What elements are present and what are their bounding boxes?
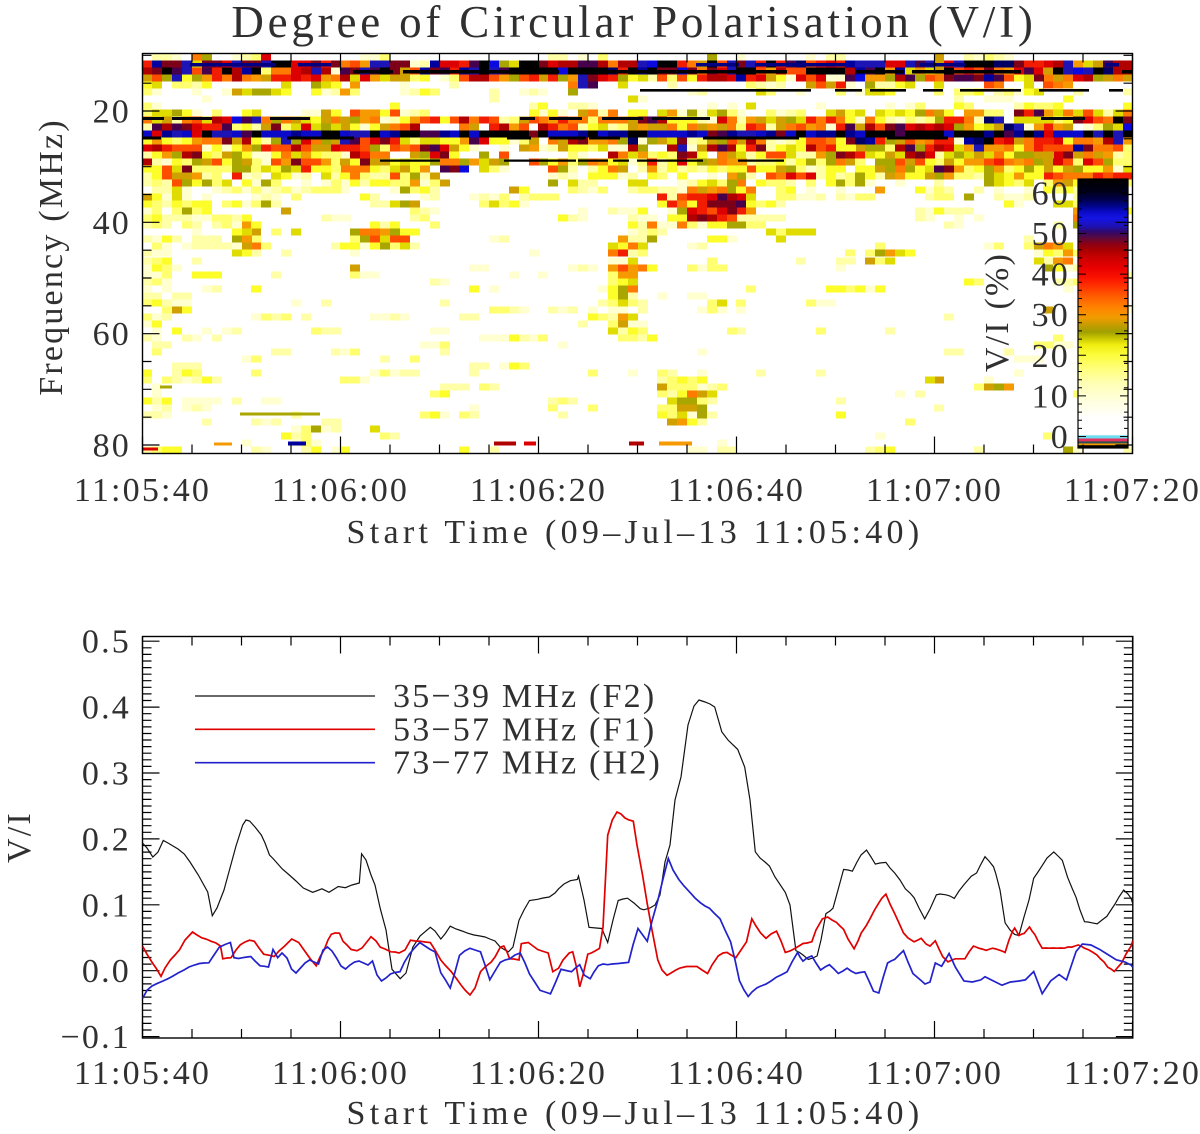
svg-text:V/I (%): V/I (%) — [979, 252, 1016, 372]
svg-text:−0.1: −0.1 — [61, 1019, 131, 1056]
svg-text:11:06:20: 11:06:20 — [470, 1055, 607, 1092]
svg-text:Frequency (MHz): Frequency (MHz) — [33, 118, 70, 396]
svg-text:11:07:20: 11:07:20 — [1064, 472, 1200, 509]
svg-text:11:07:00: 11:07:00 — [866, 472, 1003, 509]
svg-text:Start Time (09–Jul–13 11:05:40: Start Time (09–Jul–13 11:05:40) — [347, 514, 924, 551]
svg-text:Degree of Circular Polarisatio: Degree of Circular Polarisation (V/I) — [231, 0, 1036, 47]
svg-text:0: 0 — [1051, 419, 1070, 456]
svg-text:10: 10 — [1032, 378, 1070, 415]
svg-text:20: 20 — [1032, 338, 1070, 375]
svg-text:53−57 MHz (F1): 53−57 MHz (F1) — [393, 711, 656, 748]
svg-text:11:06:00: 11:06:00 — [272, 472, 409, 509]
svg-text:0.1: 0.1 — [82, 887, 131, 924]
svg-text:11:05:40: 11:05:40 — [74, 1055, 211, 1092]
svg-text:50: 50 — [1032, 216, 1070, 253]
svg-text:60: 60 — [1032, 175, 1070, 212]
svg-text:11:07:20: 11:07:20 — [1064, 1055, 1200, 1092]
svg-text:40: 40 — [1032, 257, 1070, 294]
svg-text:35−39 MHz (F2): 35−39 MHz (F2) — [393, 678, 656, 715]
svg-text:0.5: 0.5 — [82, 624, 131, 661]
svg-text:Start Time (09–Jul–13 11:05:40: Start Time (09–Jul–13 11:05:40) — [347, 1095, 924, 1132]
svg-text:0.2: 0.2 — [82, 821, 131, 858]
svg-text:73−77 MHz (H2): 73−77 MHz (H2) — [393, 745, 662, 782]
svg-text:11:06:00: 11:06:00 — [272, 1055, 409, 1092]
svg-text:30: 30 — [1032, 297, 1070, 334]
svg-text:20: 20 — [93, 94, 131, 131]
svg-text:80: 80 — [93, 428, 131, 465]
svg-text:60: 60 — [93, 316, 131, 353]
svg-text:11:06:40: 11:06:40 — [668, 1055, 805, 1092]
svg-text:11:07:00: 11:07:00 — [866, 1055, 1003, 1092]
svg-text:40: 40 — [93, 205, 131, 242]
svg-text:0.3: 0.3 — [82, 756, 131, 793]
svg-text:11:06:40: 11:06:40 — [668, 472, 805, 509]
svg-text:11:05:40: 11:05:40 — [74, 472, 211, 509]
svg-text:11:06:20: 11:06:20 — [470, 472, 607, 509]
svg-text:V/I: V/I — [1, 811, 38, 863]
svg-text:0.0: 0.0 — [82, 953, 131, 990]
svg-text:0.4: 0.4 — [82, 690, 131, 727]
